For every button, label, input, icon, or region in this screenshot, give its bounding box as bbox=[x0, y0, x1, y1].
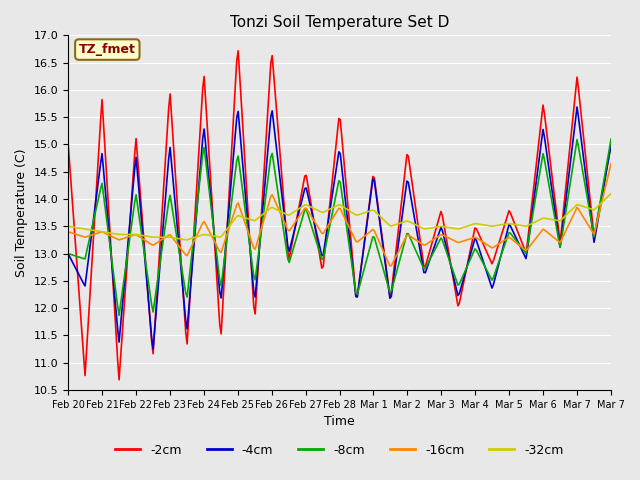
-32cm bbox=[345, 207, 353, 213]
-4cm bbox=[64, 251, 72, 256]
-8cm bbox=[64, 251, 72, 256]
Y-axis label: Soil Temperature (C): Soil Temperature (C) bbox=[15, 148, 28, 277]
-4cm bbox=[345, 229, 353, 235]
-8cm bbox=[100, 192, 108, 197]
-32cm bbox=[607, 191, 615, 196]
Line: -4cm: -4cm bbox=[68, 107, 611, 349]
Legend: -2cm, -4cm, -8cm, -16cm, -32cm: -2cm, -4cm, -8cm, -16cm, -32cm bbox=[110, 439, 569, 462]
-32cm bbox=[83, 227, 90, 232]
-2cm bbox=[454, 303, 462, 309]
X-axis label: Time: Time bbox=[324, 415, 355, 428]
-2cm bbox=[346, 228, 354, 234]
Line: -8cm: -8cm bbox=[68, 139, 611, 315]
-2cm bbox=[83, 349, 90, 355]
-2cm bbox=[115, 377, 123, 383]
-16cm bbox=[100, 229, 108, 235]
-4cm bbox=[607, 142, 615, 147]
-2cm bbox=[100, 120, 108, 126]
-16cm bbox=[83, 234, 90, 240]
-16cm bbox=[344, 221, 351, 227]
-32cm bbox=[64, 223, 72, 229]
-2cm bbox=[234, 48, 242, 54]
-32cm bbox=[534, 218, 541, 224]
Line: -32cm: -32cm bbox=[68, 193, 611, 240]
-8cm bbox=[604, 153, 612, 158]
-4cm bbox=[149, 346, 157, 352]
-8cm bbox=[345, 240, 353, 245]
-4cm bbox=[83, 272, 90, 277]
-32cm bbox=[183, 237, 191, 243]
-8cm bbox=[83, 250, 90, 255]
Line: -2cm: -2cm bbox=[68, 51, 611, 380]
-2cm bbox=[606, 149, 614, 155]
-4cm bbox=[573, 104, 581, 110]
Title: Tonzi Soil Temperature Set D: Tonzi Soil Temperature Set D bbox=[230, 15, 449, 30]
Line: -16cm: -16cm bbox=[68, 164, 611, 266]
-4cm bbox=[452, 287, 460, 292]
-2cm bbox=[607, 142, 615, 147]
-32cm bbox=[452, 226, 460, 231]
-4cm bbox=[606, 150, 614, 156]
-8cm bbox=[607, 136, 615, 142]
-32cm bbox=[100, 229, 108, 235]
-16cm bbox=[604, 172, 612, 178]
-16cm bbox=[452, 239, 460, 245]
-16cm bbox=[607, 161, 615, 167]
-16cm bbox=[534, 234, 541, 240]
-2cm bbox=[64, 139, 72, 144]
-32cm bbox=[604, 193, 612, 199]
-4cm bbox=[100, 167, 108, 172]
-16cm bbox=[64, 229, 72, 235]
-8cm bbox=[534, 184, 541, 190]
-2cm bbox=[535, 140, 543, 145]
-16cm bbox=[386, 263, 394, 269]
-8cm bbox=[115, 312, 123, 318]
-4cm bbox=[534, 170, 541, 176]
-8cm bbox=[452, 278, 460, 284]
Text: TZ_fmet: TZ_fmet bbox=[79, 43, 136, 56]
